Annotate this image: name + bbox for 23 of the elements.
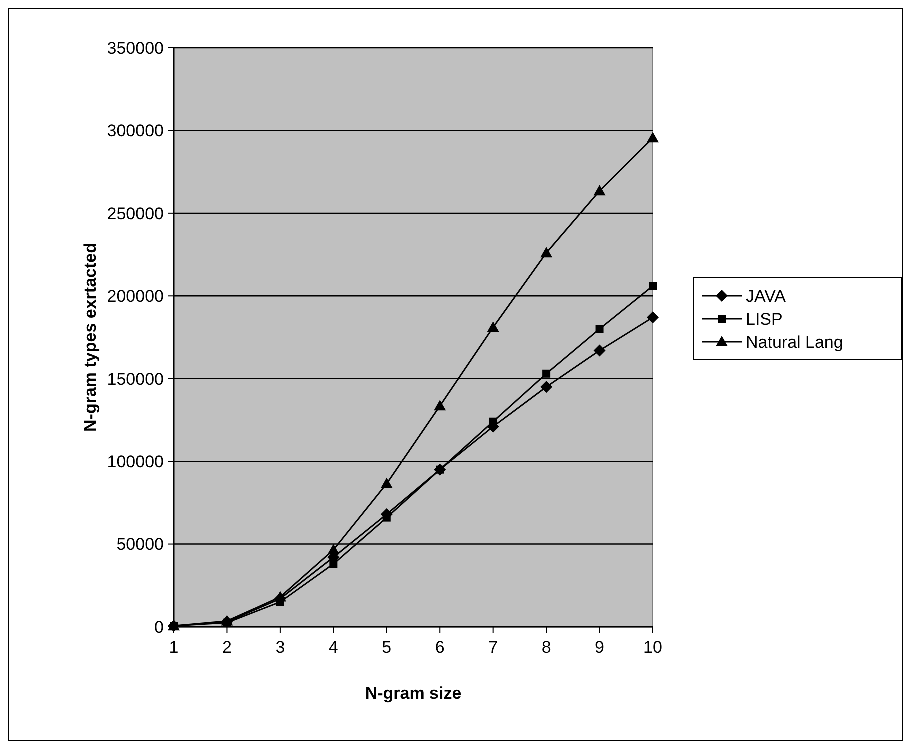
y-tick-label: 350000 (107, 38, 164, 58)
x-tick-label: 10 (644, 638, 662, 657)
y-tick-label: 150000 (107, 370, 164, 389)
x-tick-label: 6 (435, 638, 445, 657)
x-tick-label: 3 (276, 638, 286, 657)
y-tick-label: 300000 (107, 122, 164, 141)
y-tick-label: 50000 (116, 535, 164, 554)
x-tick-label: 7 (488, 638, 498, 657)
x-tick-label: 4 (328, 638, 338, 657)
y-tick-label: 0 (154, 618, 164, 637)
y-axis-title: N-gram types exrtacted (81, 243, 100, 432)
x-tick-label: 2 (222, 638, 232, 657)
x-tick-label: 8 (542, 638, 552, 657)
legend-label: Natural Lang (746, 332, 844, 352)
legend-label: JAVA (746, 286, 787, 306)
y-tick-label: 100000 (107, 452, 164, 472)
x-axis-title: N-gram size (365, 684, 462, 703)
x-tick-label: 5 (382, 638, 392, 657)
y-tick-label: 250000 (107, 204, 164, 224)
x-tick-label: 1 (169, 638, 179, 657)
x-tick-label: 9 (595, 638, 605, 657)
legend-label: LISP (746, 310, 783, 329)
y-tick-label: 200000 (107, 287, 164, 306)
